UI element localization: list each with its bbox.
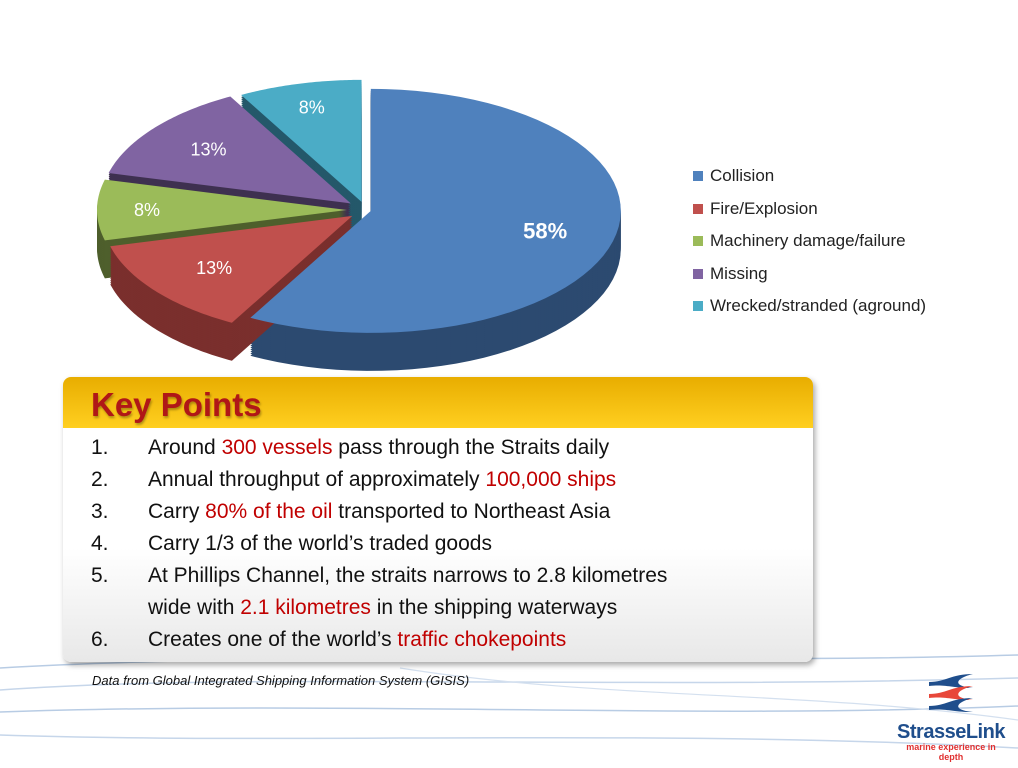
pie-slice	[250, 88, 621, 333]
pie-slice	[110, 215, 353, 323]
legend-item: Machinery damage/failure	[693, 225, 926, 258]
key-point-number: 2.	[91, 468, 109, 491]
legend-item: Wrecked/stranded (aground)	[693, 290, 926, 323]
legend-swatch	[693, 236, 703, 247]
key-point-number: 3.	[91, 500, 109, 523]
data-label: 13%	[196, 258, 232, 278]
legend-swatch	[693, 171, 703, 182]
key-points-title: Key Points	[91, 386, 262, 423]
key-point: wide with 2.1 kilometres in the shipping…	[91, 592, 813, 624]
pie-slice	[241, 79, 362, 202]
legend-label: Machinery damage/failure	[710, 231, 906, 251]
pie-chart: 58% 13% 8% 13% 8%	[97, 79, 621, 371]
key-point: 1. Around 300 vessels pass through the St…	[91, 432, 813, 464]
legend-item: Fire/Explosion	[693, 193, 926, 226]
logo-name: StrasseLink	[897, 721, 1005, 743]
key-point-number: 6.	[91, 628, 109, 651]
pie-slice	[108, 96, 351, 204]
key-point-number: 4.	[91, 532, 109, 555]
data-label: 58%	[523, 219, 567, 244]
data-label: 8%	[299, 97, 325, 117]
key-point-text: wide with 2.1 kilometres in the shipping…	[148, 596, 618, 619]
logo-tagline: marine experience in depth	[906, 742, 996, 762]
key-points-panel: Key Points 1. Around 300 vessels pass thr…	[63, 377, 813, 662]
key-point: 2. Annual throughput of approximately 100…	[91, 464, 813, 496]
data-label: 8%	[134, 200, 160, 220]
legend-item: Collision	[693, 160, 926, 193]
key-point-number	[91, 592, 148, 624]
legend-label: Missing	[710, 263, 768, 283]
logo-waves-icon	[929, 674, 973, 712]
key-point-text: Creates one of the world’s traffic choke…	[148, 628, 567, 651]
key-point-number: 1.	[91, 436, 109, 459]
chart-legend: Collision Fire/Explosion Machinery damage/…	[693, 160, 926, 323]
key-points-list: 1. Around 300 vessels pass through the St…	[63, 428, 813, 656]
legend-label: Collision	[710, 166, 775, 186]
legend-swatch	[693, 301, 703, 312]
key-point-text: Carry 80% of the oil transported to Nort…	[148, 500, 611, 523]
data-label: 13%	[191, 140, 227, 160]
key-point-text: Annual throughput of approximately 100,0…	[148, 468, 617, 491]
key-point: 3. Carry 80% of the oil transported to No…	[91, 496, 813, 528]
key-point: 5. At Phillips Channel, the straits narro…	[91, 560, 813, 592]
key-points-header: Key Points	[63, 377, 813, 428]
strasselink-logo: StrasseLink marine experience in depth	[896, 672, 1006, 762]
key-point-text: Around 300 vessels pass through the Stra…	[148, 436, 610, 459]
key-point-text: Carry 1/3 of the world’s traded goods	[148, 532, 492, 555]
legend-swatch	[693, 268, 703, 279]
key-point-number: 5.	[91, 564, 109, 587]
key-point: 4. Carry 1/3 of the world’s traded goods	[91, 528, 813, 560]
legend-item: Missing	[693, 258, 926, 291]
data-source-footnote: Data from Global Integrated Shipping Inf…	[92, 673, 470, 688]
legend-label: Wrecked/stranded (aground)	[710, 296, 927, 316]
key-point: 6. Creates one of the world’s traffic cho…	[91, 624, 813, 656]
legend-label: Fire/Explosion	[710, 198, 818, 218]
pie-slice	[97, 179, 347, 241]
key-point-text: At Phillips Channel, the straits narrows…	[148, 564, 668, 587]
legend-swatch	[693, 203, 703, 214]
